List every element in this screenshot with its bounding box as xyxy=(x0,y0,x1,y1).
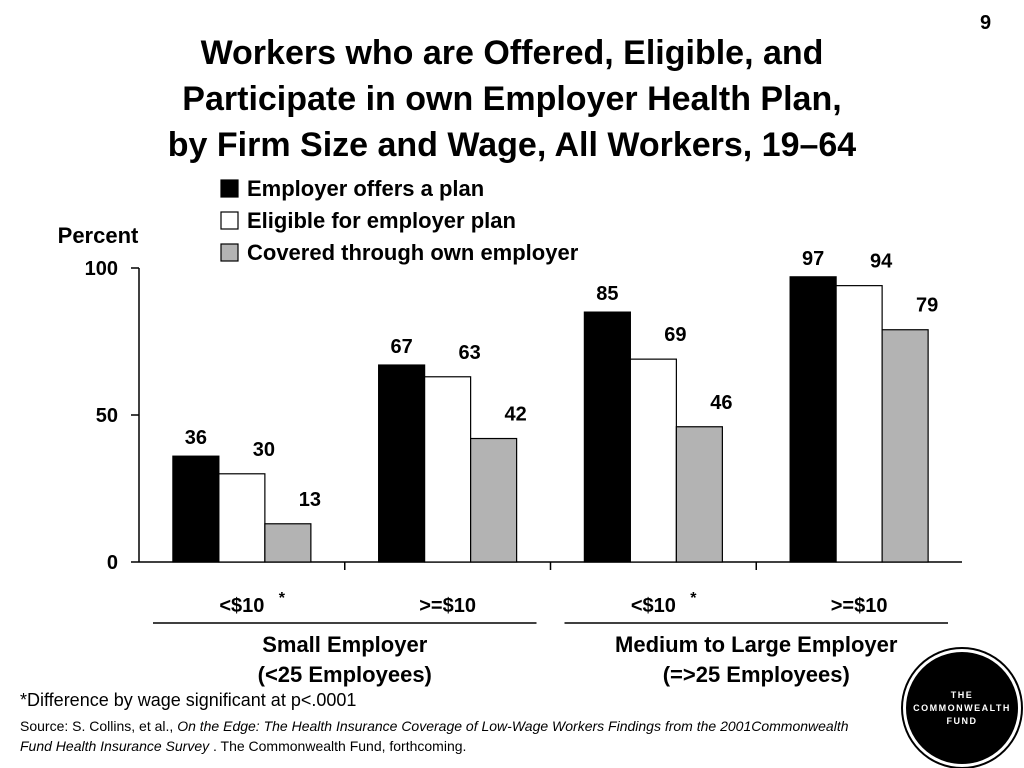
group-label: Small Employer xyxy=(262,632,428,657)
bar-value-label: 69 xyxy=(664,324,686,346)
bar xyxy=(583,311,631,563)
y-tick-label: 50 xyxy=(96,405,118,427)
bar xyxy=(470,437,518,563)
significance-asterisk: * xyxy=(690,590,697,607)
bar xyxy=(378,364,426,563)
bar-value-label: 94 xyxy=(870,251,893,273)
bar xyxy=(675,426,723,563)
legend-swatch xyxy=(220,179,239,198)
bar xyxy=(789,276,837,563)
bar xyxy=(424,376,472,563)
category-label: <$10 xyxy=(219,595,264,617)
bar xyxy=(835,285,883,563)
bar xyxy=(172,455,220,563)
bar-value-label: 36 xyxy=(185,427,207,449)
footnote: *Difference by wage significant at p<.00… xyxy=(20,690,357,710)
source-prefix: Source: S. Collins, et al., xyxy=(20,718,178,734)
y-axis-label: Percent xyxy=(58,223,139,248)
legend-label: Employer offers a plan xyxy=(247,176,484,201)
group-label: (<25 Employees) xyxy=(258,662,432,687)
bar-value-label: 67 xyxy=(391,336,413,358)
bar xyxy=(218,473,266,563)
group-label: Medium to Large Employer xyxy=(615,632,898,657)
source-citation: Source: S. Collins, et al., On the Edge:… xyxy=(20,716,880,756)
bar-value-label: 63 xyxy=(459,342,481,364)
title-line-2: Participate in own Employer Health Plan, xyxy=(182,80,842,118)
bar-chart: Percent 0 50 100 36 30 13 <$10 * 67 63 42 >=$10 85 69 4… xyxy=(58,176,962,687)
category-label: <$10 xyxy=(631,595,676,617)
legend-swatch xyxy=(220,243,239,262)
group-label: (=>25 Employees) xyxy=(663,662,850,687)
source-suffix: . The Commonwealth Fund, forthcoming. xyxy=(209,738,467,754)
bar-value-label: 30 xyxy=(253,439,275,461)
bar-value-label: 85 xyxy=(596,283,618,305)
y-tick-label: 100 xyxy=(85,258,118,280)
y-tick-label: 0 xyxy=(107,552,118,574)
logo-line-2: COMMONWEALTH xyxy=(913,702,1011,713)
logo-line-3: FUND xyxy=(946,715,978,726)
bar xyxy=(629,358,677,563)
legend-swatch xyxy=(220,211,239,230)
bar-value-label: 42 xyxy=(505,404,527,426)
category-label: >=$10 xyxy=(419,595,476,617)
bar-value-label: 79 xyxy=(916,295,938,317)
title-line-1: Workers who are Offered, Eligible, and xyxy=(200,34,824,72)
page-number: 9 xyxy=(980,12,992,34)
logo-line-1: THE xyxy=(950,689,974,700)
bar xyxy=(264,523,312,563)
bar-value-label: 46 xyxy=(710,392,732,414)
title-line-3: by Firm Size and Wage, All Workers, 19–6… xyxy=(167,126,857,164)
slide-title: Workers who are Offered, Eligible, and P… xyxy=(20,30,1004,168)
bar xyxy=(881,329,929,563)
bar-value-label: 13 xyxy=(299,489,321,511)
legend-label: Eligible for employer plan xyxy=(247,208,516,233)
source-title: On the Edge: The Health Insurance Covera… xyxy=(20,718,849,754)
legend-label: Covered through own employer xyxy=(247,240,579,265)
significance-asterisk: * xyxy=(279,590,286,607)
category-label: >=$10 xyxy=(831,595,888,617)
bar-value-label: 97 xyxy=(802,248,824,270)
commonwealth-fund-logo: THE COMMONWEALTH FUND xyxy=(903,649,1021,767)
